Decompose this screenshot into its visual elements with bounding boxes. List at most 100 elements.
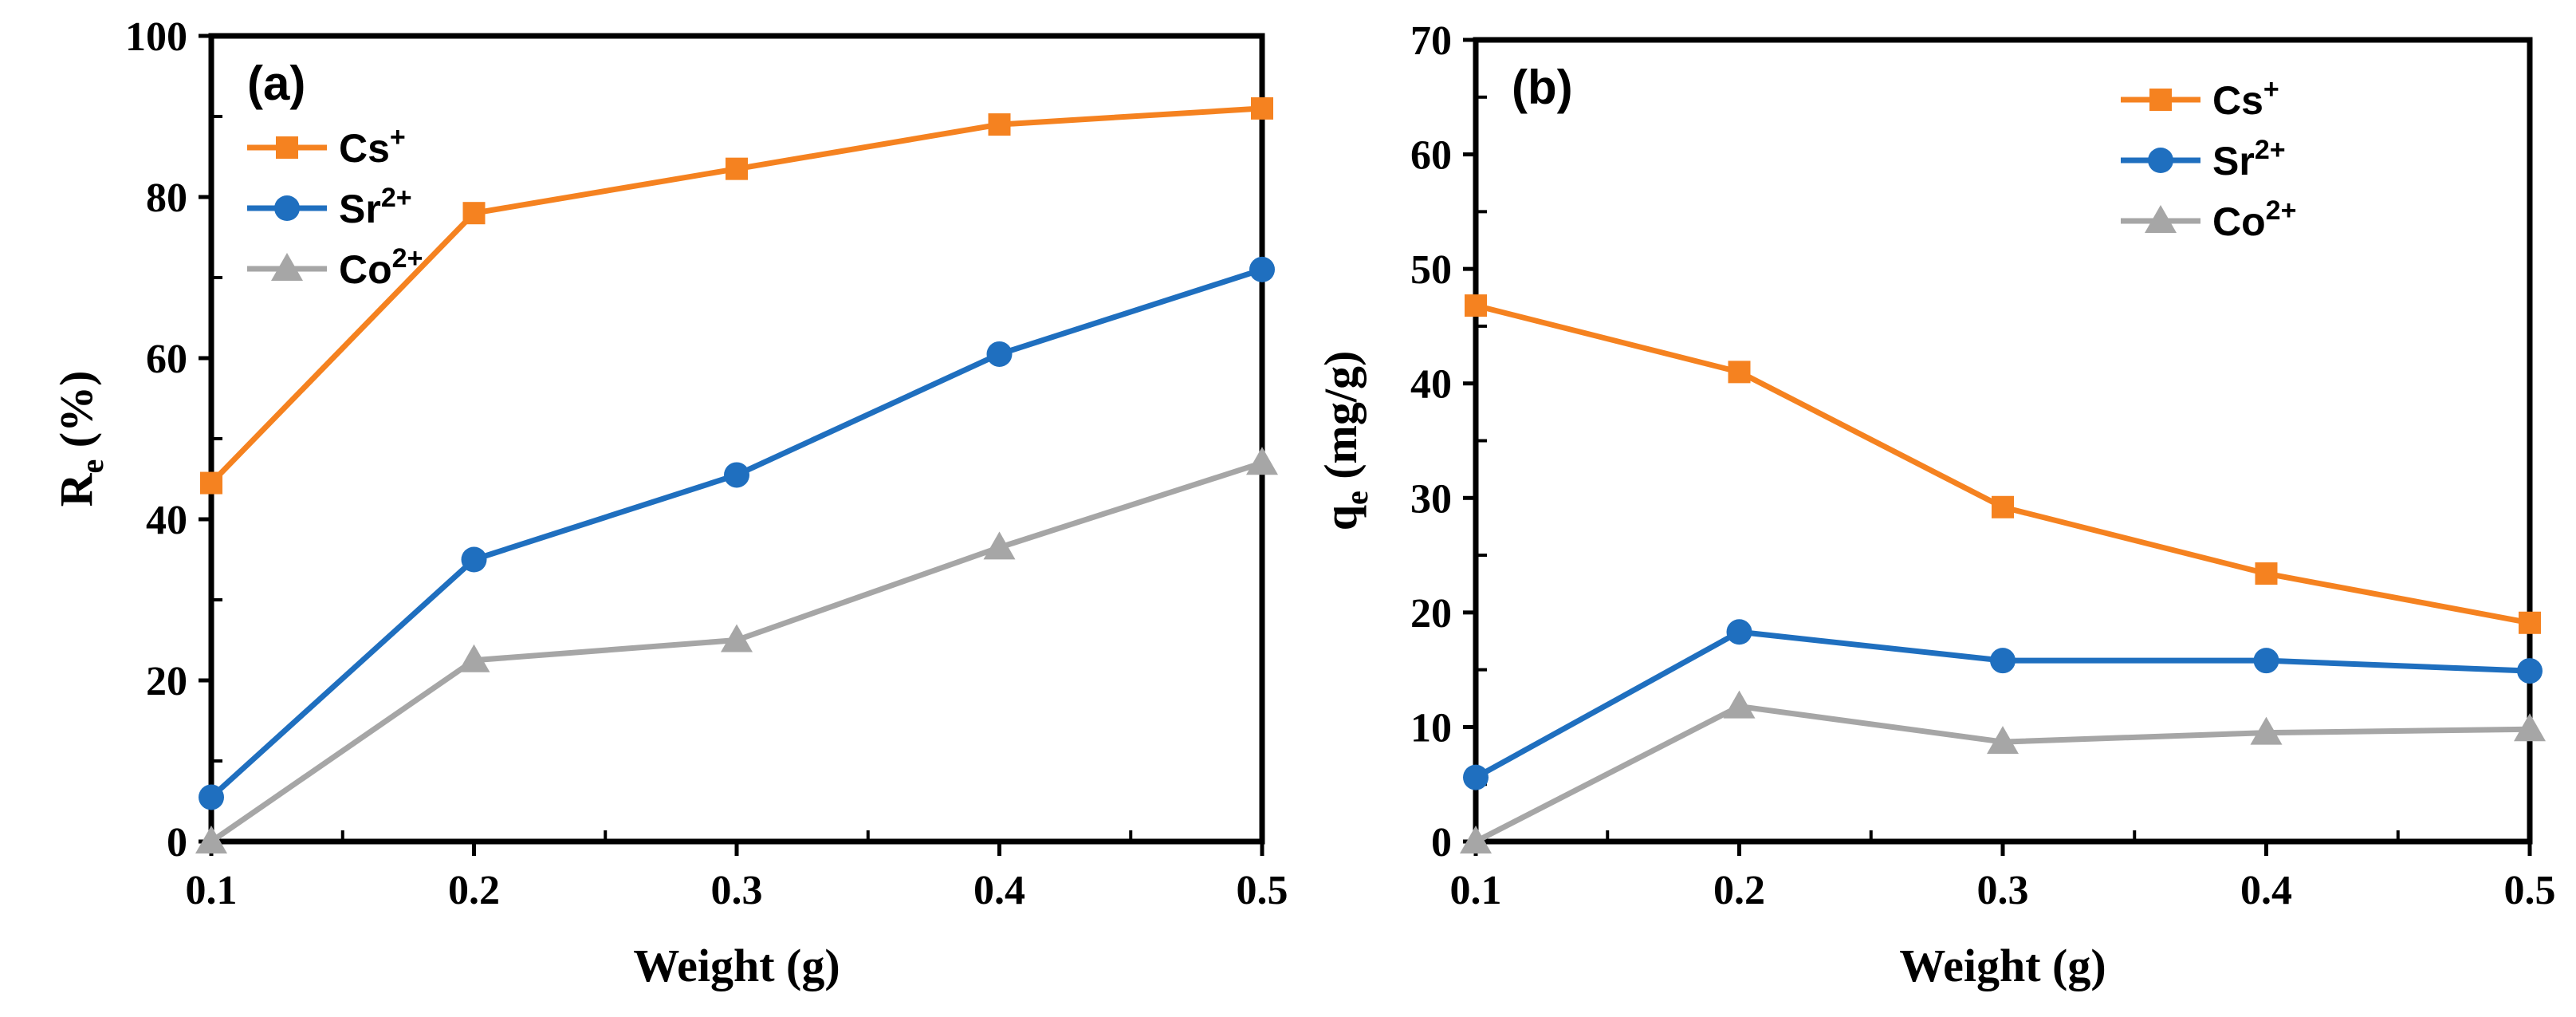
legend-label-name: Co [339, 247, 392, 292]
y-axis-title-main: q [1315, 505, 1367, 530]
chart-panel-a: 0 20 40 60 80 100 0.1 0.2 0.3 0.4 0.5 Weight (g) Re … [50, 14, 1288, 991]
data-point [1987, 726, 2019, 755]
data-point [2519, 611, 2541, 634]
legend-label-name: Sr [339, 187, 381, 231]
legend-item-co: Co2+ [2121, 195, 2296, 244]
y-tick-label: 70 [1410, 18, 1452, 64]
panel-label: (a) [247, 57, 305, 110]
legend-label: Co2+ [2212, 195, 2296, 244]
legend-label: Sr2+ [2212, 135, 2286, 183]
legend-item-cs: Cs+ [2121, 74, 2279, 123]
data-point [986, 341, 1013, 367]
legend-label: Sr2+ [339, 183, 412, 231]
legend-label-name: Cs [339, 126, 390, 171]
y-tick-label: 10 [1410, 705, 1452, 751]
y-tick-label: 60 [146, 337, 187, 382]
legend-swatch-marker [2148, 148, 2173, 173]
x-tick-label: 0.3 [1977, 868, 2029, 913]
data-point [461, 546, 487, 573]
legend-item-co: Co2+ [247, 243, 423, 292]
series-co [1460, 690, 2546, 853]
legend-swatch-marker [2149, 89, 2172, 111]
data-point [1460, 826, 1492, 853]
data-point [1728, 361, 1751, 384]
data-point [1465, 294, 1487, 317]
data-point [195, 826, 227, 853]
y-tick-label: 40 [146, 498, 187, 543]
data-point [1990, 648, 2016, 674]
data-point [721, 624, 753, 652]
data-point [724, 462, 749, 488]
legend-label-charge: 2+ [2266, 195, 2297, 226]
y-tick-label: 80 [146, 175, 187, 221]
data-point [988, 113, 1011, 136]
data-point [1726, 619, 1752, 645]
x-tick-label: 0.4 [973, 868, 1025, 913]
y-tick-label: 30 [1410, 476, 1452, 522]
legend-item-sr: Sr2+ [247, 183, 412, 231]
legend-label-name: Sr [2212, 139, 2255, 183]
data-point [1463, 764, 1489, 790]
legend-label-charge: + [2263, 74, 2279, 104]
legend-swatch-marker [276, 136, 298, 159]
chart-panel-b: 0 10 20 30 40 50 60 70 0.1 0.2 0.3 0.4 0.5 Weight (g)… [1315, 18, 2556, 991]
series-sr [1463, 619, 2543, 790]
data-point [2253, 648, 2279, 674]
data-point [2255, 562, 2278, 585]
x-tick-label: 0.2 [1713, 868, 1765, 913]
y-tick-label: 60 [1410, 133, 1452, 179]
data-point [199, 784, 224, 810]
legend-item-sr: Sr2+ [2121, 135, 2286, 183]
y-axis-title-sub: e [1339, 491, 1375, 505]
data-point [726, 157, 748, 180]
y-tick-label: 0 [167, 820, 187, 865]
x-tick-label: 0.4 [2240, 868, 2292, 913]
y-axis-title: Re (%) [50, 371, 110, 507]
x-axis-title: Weight (g) [1899, 940, 2106, 991]
data-point [983, 531, 1016, 560]
y-tick-label: 40 [1410, 362, 1452, 408]
series-cs [200, 97, 1273, 495]
panel-label: (b) [1512, 61, 1573, 114]
x-axis-title: Weight (g) [633, 940, 840, 991]
legend-swatch-marker [271, 253, 303, 281]
legend-swatch-marker [2145, 205, 2177, 233]
data-point [458, 644, 490, 672]
x-tick-label: 0.5 [1237, 868, 1288, 913]
y-tick-label: 20 [146, 659, 187, 704]
legend-label-charge: + [390, 122, 406, 152]
data-point [200, 471, 222, 495]
legend-label-charge: 2+ [2255, 135, 2286, 165]
x-tick-label: 0.1 [186, 868, 238, 913]
legend-label-name: Co [2212, 199, 2266, 244]
legend-label: Cs+ [2212, 74, 2279, 123]
data-point [1992, 495, 2014, 518]
legend-label-name: Cs [2212, 78, 2263, 123]
y-tick-label: 0 [1431, 820, 1452, 865]
legend-label: Co2+ [339, 243, 423, 292]
y-axis-title-unit: (%) [50, 371, 102, 459]
data-point [1246, 447, 1278, 475]
legend-label-charge: 2+ [392, 243, 423, 274]
series-co [195, 447, 1278, 853]
legend-swatch-marker [274, 195, 300, 221]
series-line [1475, 302, 2531, 626]
x-tick-label: 0.3 [711, 868, 763, 913]
legend-label-charge: 2+ [381, 183, 412, 213]
data-point [1723, 690, 1756, 719]
y-axis-title-unit: (mg/g) [1315, 351, 1367, 491]
legend-item-cs: Cs+ [247, 122, 406, 171]
data-point [462, 202, 486, 225]
x-tick-label: 0.1 [1450, 868, 1502, 913]
series-sr [199, 256, 1275, 810]
x-tick-label: 0.2 [448, 868, 500, 913]
y-tick-label: 20 [1410, 591, 1452, 637]
legend: Cs+Sr2+Co2+ [2121, 74, 2296, 244]
plot-frame [1473, 37, 2533, 845]
y-axis-title: qe (mg/g) [1315, 351, 1375, 531]
x-tick-label: 0.5 [2504, 868, 2556, 913]
data-point [2517, 658, 2543, 684]
y-axis-title-main: R [50, 472, 102, 507]
y-tick-label: 50 [1410, 247, 1452, 293]
